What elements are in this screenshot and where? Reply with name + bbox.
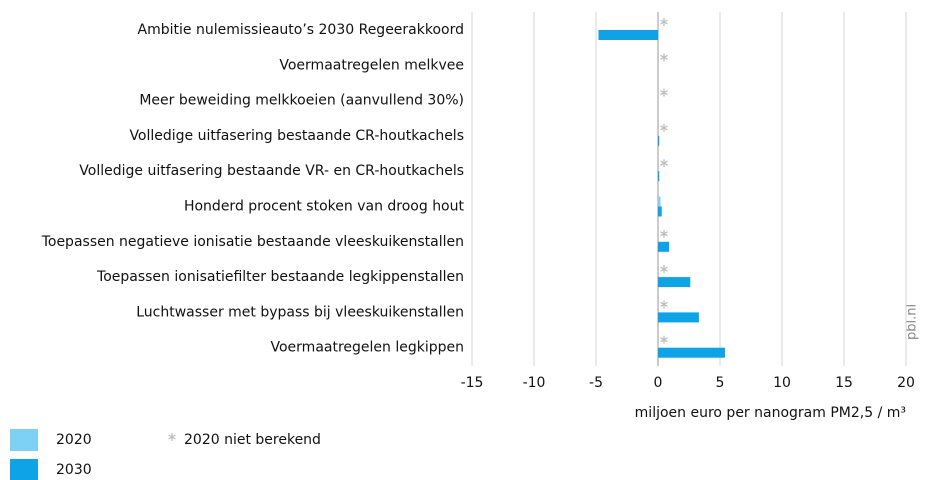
source: pbl.nl — [905, 304, 920, 340]
not-computed-marker — [660, 301, 668, 307]
category-label: Voermaatregelen legkippen — [271, 340, 465, 356]
bar — [658, 196, 661, 207]
category-label: Meer beweiding melkkoeien (aanvullend 30… — [139, 93, 464, 109]
legend-swatch — [10, 429, 38, 451]
bar — [658, 277, 691, 288]
x-tick-label: 10 — [773, 375, 791, 391]
category-label: Luchtwasser met bypass bij vleeskuikenst… — [136, 304, 464, 320]
category-label: Volledige uitfasering bestaande CR-houtk… — [129, 128, 464, 144]
bar — [598, 30, 658, 40]
x-tick-label: -10 — [523, 375, 546, 391]
x-axis-label: miljoen euro per nanogram PM2,5 / m³ — [635, 405, 906, 421]
legend-marker — [168, 434, 176, 440]
bar — [658, 206, 662, 217]
not-computed-marker — [660, 19, 668, 25]
category-label: Voermaatregelen melkvee — [279, 57, 464, 73]
legend-swatch — [10, 459, 38, 480]
not-computed-marker — [660, 54, 668, 60]
not-computed-marker — [660, 337, 668, 343]
legend-label: 2020 niet berekend — [184, 432, 321, 448]
bar — [658, 135, 660, 146]
x-tick-label: 20 — [897, 375, 915, 391]
bar — [658, 312, 699, 323]
not-computed-marker — [660, 160, 668, 166]
x-tick-label: 15 — [835, 375, 853, 391]
category-label: Toepassen negatieve ionisatie bestaande … — [41, 234, 464, 250]
x-tick-label: -5 — [589, 375, 603, 391]
bar — [658, 241, 670, 252]
not-computed-marker — [660, 266, 668, 272]
category-label: Toepassen ionisatiefilter bestaande legk… — [96, 269, 464, 285]
not-computed-marker — [660, 90, 668, 96]
x-tick-label: 0 — [654, 375, 663, 391]
x-tick-label: 5 — [716, 375, 725, 391]
x-tick-label: -15 — [461, 375, 484, 391]
not-computed-marker — [660, 231, 668, 237]
category-label: Honderd procent stoken van droog hout — [184, 199, 465, 215]
legend-label: 2030 — [56, 462, 92, 478]
bar — [658, 171, 660, 182]
category-label: Volledige uitfasering bestaande VR- en C… — [79, 163, 464, 179]
legend-label: 2020 — [56, 432, 92, 448]
bar — [658, 347, 725, 358]
category-label: Ambitie nulemissieauto’s 2030 Regeerakko… — [138, 22, 464, 38]
not-computed-marker — [660, 125, 668, 131]
